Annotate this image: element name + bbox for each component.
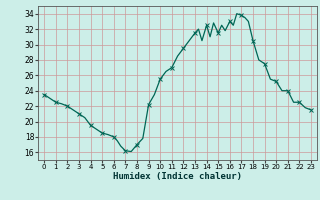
X-axis label: Humidex (Indice chaleur): Humidex (Indice chaleur): [113, 172, 242, 181]
